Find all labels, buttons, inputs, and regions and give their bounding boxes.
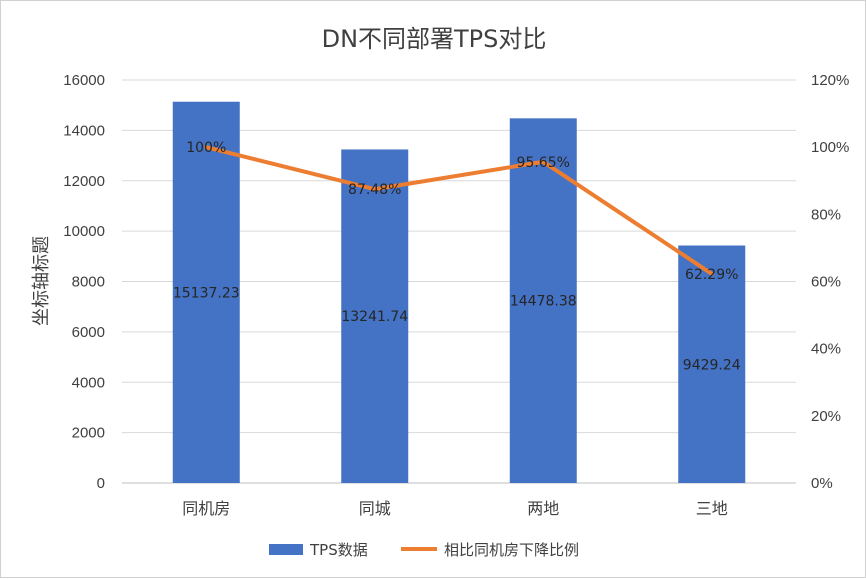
- right-axis-ticks: 0% 20% 40% 60% 80% 100% 120%: [811, 72, 849, 492]
- right-axis-tick-label: 40%: [811, 341, 841, 358]
- right-axis-tick-label: 0%: [811, 475, 833, 492]
- left-axis-tick-label: 8000: [72, 274, 105, 291]
- category-label: 两地: [527, 499, 559, 518]
- left-axis-ticks: 0 2000 4000 6000 8000 10000 12000 14000 16000: [63, 72, 105, 492]
- right-axis-tick-label: 60%: [811, 274, 841, 291]
- chart-title: DN不同部署TPS对比: [322, 25, 547, 53]
- bar-value-label: 9429.24: [683, 357, 741, 373]
- legend-swatch-bar: [269, 544, 303, 555]
- category-label: 三地: [696, 499, 728, 518]
- y-axis-title: 坐标轴标题: [31, 236, 52, 326]
- right-axis-tick-label: 120%: [811, 72, 849, 89]
- category-label: 同城: [359, 499, 391, 518]
- left-axis-tick-label: 14000: [63, 122, 105, 139]
- line-value-label: 100%: [186, 140, 226, 156]
- left-axis-tick-label: 4000: [72, 374, 105, 391]
- line-path: [206, 147, 712, 274]
- left-axis-tick-label: 2000: [72, 425, 105, 442]
- bar-value-label: 14478.38: [510, 294, 577, 310]
- left-axis-tick-label: 10000: [63, 223, 105, 240]
- left-axis-tick-label: 12000: [63, 173, 105, 190]
- right-axis-tick-label: 80%: [811, 206, 841, 223]
- category-labels: 同机房 同城 两地 三地: [182, 499, 728, 518]
- right-axis-tick-label: 20%: [811, 408, 841, 425]
- bar-value-label: 15137.23: [173, 285, 240, 301]
- left-axis-tick-label: 6000: [72, 324, 105, 341]
- category-label: 同机房: [182, 499, 230, 518]
- legend-label-bar: TPS数据: [309, 541, 368, 559]
- bar-value-label: 13241.74: [341, 309, 408, 325]
- left-axis-tick-label: 16000: [63, 72, 105, 89]
- legend-label-line: 相比同机房下降比例: [444, 541, 579, 559]
- right-axis-tick-label: 100%: [811, 139, 849, 156]
- line-value-label: 95.65%: [517, 155, 570, 171]
- line-series: [206, 147, 712, 274]
- bar-data-labels: 15137.23 13241.74 14478.38 9429.24: [173, 285, 741, 373]
- line-value-label: 62.29%: [685, 267, 738, 283]
- left-axis-tick-label: 0: [97, 475, 105, 492]
- legend: TPS数据 相比同机房下降比例: [269, 541, 579, 559]
- line-value-label: 87.48%: [348, 182, 401, 198]
